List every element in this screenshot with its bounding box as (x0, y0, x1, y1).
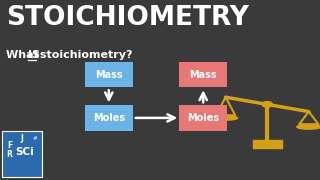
Text: Moles: Moles (187, 113, 219, 123)
Text: Mass: Mass (95, 70, 123, 80)
Text: stoichiometry?: stoichiometry? (36, 50, 132, 60)
FancyBboxPatch shape (179, 62, 227, 87)
FancyBboxPatch shape (85, 105, 133, 130)
Ellipse shape (297, 125, 320, 129)
Circle shape (262, 102, 272, 107)
Text: R: R (7, 150, 12, 159)
Text: Mass: Mass (189, 70, 217, 80)
FancyBboxPatch shape (2, 130, 42, 177)
Text: IS: IS (28, 50, 40, 60)
FancyBboxPatch shape (85, 62, 133, 87)
Text: F: F (7, 141, 12, 150)
Ellipse shape (214, 116, 237, 120)
Text: What: What (6, 50, 43, 60)
Text: #: # (32, 136, 37, 141)
Text: J: J (20, 134, 23, 143)
Text: STOICHIOMETRY: STOICHIOMETRY (6, 5, 249, 31)
Text: SCi: SCi (15, 147, 34, 157)
FancyBboxPatch shape (179, 105, 227, 130)
Text: Moles: Moles (93, 113, 125, 123)
